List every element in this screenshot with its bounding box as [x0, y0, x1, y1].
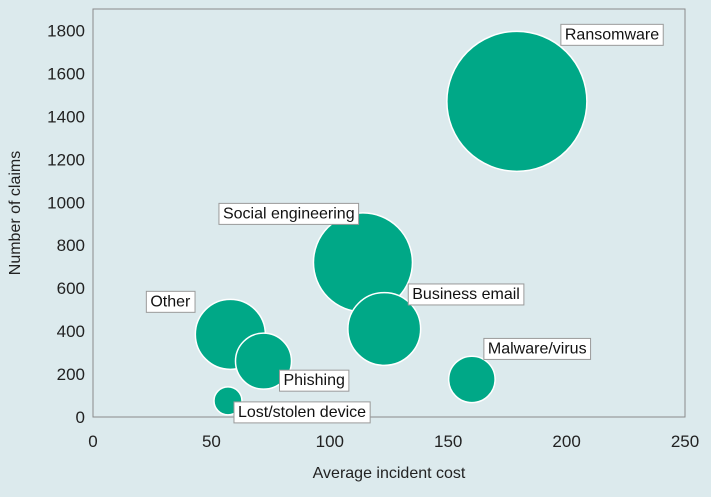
x-tick-label: 150 — [434, 432, 462, 451]
x-axis-title: Average incident cost — [313, 465, 466, 482]
y-tick-label: 400 — [57, 322, 85, 341]
y-tick-label: 1800 — [47, 21, 85, 40]
label-box — [145, 290, 196, 313]
y-tick-label: 800 — [57, 236, 85, 255]
bubble-label-text: Phishing — [283, 372, 344, 389]
y-axis-ticks: 0 200 400 600 800 1000 1200 1400 1600 1800 — [47, 21, 85, 427]
label-box — [483, 337, 592, 360]
bubble-label-text: Business email — [412, 286, 520, 303]
bubble-label-business-email: Business email — [407, 283, 525, 306]
x-tick-label: 100 — [316, 432, 344, 451]
y-tick-label: 0 — [76, 408, 85, 427]
x-tick-label: 50 — [202, 432, 221, 451]
bubble-label-social-engineering: Social engineering — [218, 202, 360, 225]
bubble-label-phishing: Phishing — [278, 369, 350, 392]
label-box — [407, 283, 525, 306]
x-tick-label: 200 — [552, 432, 580, 451]
plot-area — [92, 8, 686, 418]
x-axis-ticks: 0 50 100 150 200 250 — [88, 432, 699, 451]
bubbles — [194, 30, 588, 416]
bubble-label-text: Malware/virus — [488, 340, 587, 357]
bubble-label-text: Other — [150, 293, 191, 310]
bubble-business-email — [347, 291, 422, 367]
bubble-phishing — [234, 332, 293, 390]
label-box — [218, 202, 360, 225]
bubble-labels: Ransomware Social engineering Business ema… — [145, 23, 664, 424]
y-tick-label: 200 — [57, 365, 85, 384]
y-axis-title: Number of claims — [7, 151, 24, 275]
y-tick-label: 600 — [57, 279, 85, 298]
bubble-label-text: Lost/stolen device — [238, 404, 366, 421]
y-tick-label: 1000 — [47, 193, 85, 212]
y-tick-label: 1200 — [47, 150, 85, 169]
x-tick-label: 250 — [671, 432, 699, 451]
bubble-label-text: Social engineering — [223, 205, 355, 222]
bubble-label-lost-stolen-device: Lost/stolen device — [233, 401, 371, 424]
label-box — [278, 369, 350, 392]
label-box — [560, 23, 664, 46]
label-box — [233, 401, 371, 424]
bubble-label-malware-virus: Malware/virus — [483, 337, 592, 360]
bubble-label-text: Ransomware — [565, 26, 659, 43]
y-tick-label: 1600 — [47, 64, 85, 83]
x-tick-label: 0 — [88, 432, 97, 451]
bubble-ransomware — [446, 30, 588, 173]
bubble-malware-virus — [447, 355, 496, 404]
bubble-label-other: Other — [145, 290, 196, 313]
y-tick-label: 1400 — [47, 107, 85, 126]
bubble-label-ransomware: Ransomware — [560, 23, 664, 46]
